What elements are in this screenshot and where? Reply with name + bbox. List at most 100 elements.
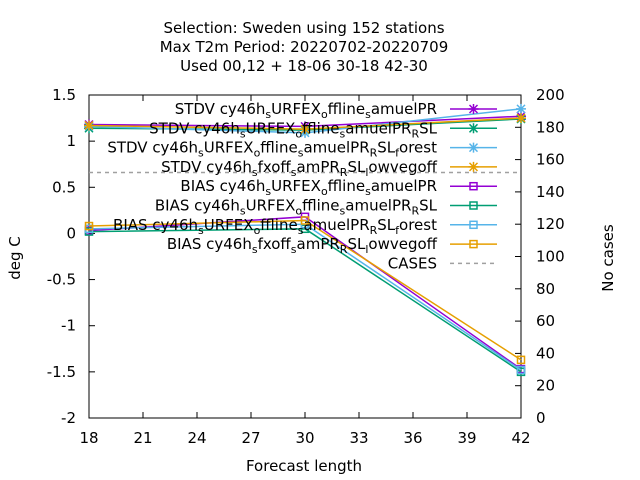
legend-label-text: ffline — [260, 139, 297, 157]
legend-label: BIAS cy46hsURFEXofflinesamuelPR — [180, 177, 437, 198]
legend-label-text: s — [365, 108, 371, 121]
legend-entry-7: BIAS cy46hsfxoffsamPRRSLlowvegoff — [167, 235, 497, 256]
legend-label: STDV cy46hsURFEXofflinesamuelPRRSLforest — [107, 139, 437, 160]
y2-tick-label: 60 — [536, 312, 555, 330]
legend-label-text: R — [370, 147, 378, 160]
legend-label-text: s — [291, 166, 297, 179]
legend-label-text: s — [240, 205, 246, 218]
series-line — [88, 228, 522, 373]
y2-tick-label: 120 — [536, 215, 565, 233]
legend-label-text: ffline — [328, 100, 365, 118]
legend-label-text: l — [365, 243, 368, 256]
legend-label-text: amuelPR — [303, 216, 369, 234]
x-tick-label: 30 — [295, 429, 314, 447]
y-tick-label: 0 — [66, 224, 76, 242]
legend-entry-0: STDV cy46hsURFEXofflinesamuelPR — [175, 100, 497, 121]
y2-tick-label: 140 — [536, 183, 565, 201]
legend-label-text: s — [340, 127, 346, 140]
legend-label-text: s — [252, 243, 258, 256]
axes: 18 21 24 27 30 33 36 39 42 1.5 1 0.5 0 -0.5 -1 -1.5 -2 20… — [47, 86, 565, 447]
legend-entry-5: BIAS cy46hsURFEXofflinesamuelPRRSL — [155, 197, 497, 218]
legend-entry-6: BIAS cy46hsURFEXofflinesamuelPRRSLforest — [113, 216, 497, 237]
legend-label-text: R — [370, 224, 378, 237]
legend-label-text: orest — [399, 139, 437, 157]
legend-label: BIAS cy46hsURFEXofflinesamuelPRRSL — [155, 197, 438, 218]
y2-axis-label: No cases — [599, 224, 617, 292]
legend-label-text: s — [291, 243, 297, 256]
legend-label-text: o — [254, 224, 261, 237]
y-tick-label: 1 — [66, 132, 76, 150]
x-tick-label: 24 — [187, 429, 206, 447]
legend-marker — [468, 161, 479, 172]
x-tick-label: 21 — [133, 429, 152, 447]
legend-label-text: BIAS cy46h — [155, 197, 240, 215]
y-tick-label: 0.5 — [52, 178, 76, 196]
legend-label: BIAS cy46hsURFEXofflinesamuelPRRSLforest — [113, 216, 437, 237]
data-point — [300, 224, 310, 234]
legend-label-text: amuelPR — [345, 119, 411, 137]
series-3 — [84, 113, 526, 135]
x-tick-label: 39 — [457, 429, 476, 447]
series-line — [88, 219, 522, 361]
data-point — [300, 216, 310, 225]
x-tick-label: 18 — [79, 429, 98, 447]
legend-label: STDV cy46hsURFEXofflinesamuelPRRSL — [149, 119, 437, 140]
legend-label-text: CASES — [388, 254, 437, 272]
series-layer — [84, 103, 526, 377]
legend-label-text: STDV cy46h — [175, 100, 266, 118]
legend-label-text: amuelPR — [345, 197, 411, 215]
legend-label-text: s — [198, 147, 204, 160]
legend-label-text: fxoff — [258, 158, 292, 176]
legend-label-text: R — [411, 127, 419, 140]
legend-label-text: R — [340, 166, 348, 179]
legend-label-text: URFEX — [204, 216, 254, 234]
legend-label-text: s — [298, 224, 304, 237]
y-tick-label: -2 — [61, 409, 76, 427]
title-line-1: Selection: Sweden using 152 stations — [163, 19, 444, 37]
legend-label-text: SL — [419, 119, 438, 137]
y2-tick-label: 20 — [536, 377, 555, 395]
legend-marker — [468, 142, 479, 153]
y-axis-label: deg C — [6, 236, 24, 280]
legend-label-text: s — [265, 185, 271, 198]
legend-marker — [468, 104, 479, 114]
legend-label-text: s — [298, 147, 304, 160]
x-tick-label: 36 — [403, 429, 422, 447]
y-tick-label: -0.5 — [47, 271, 76, 289]
legend-label-text: f — [395, 147, 400, 160]
data-point — [516, 103, 526, 114]
legend-label-text: o — [295, 205, 302, 218]
legend-label-text: owvegoff — [368, 158, 437, 176]
legend-label-text: s — [365, 185, 371, 198]
legend-label-text: l — [365, 166, 368, 179]
title-line-2: Max T2m Period: 20220702-20220709 — [160, 38, 449, 56]
y2-tick-label: 40 — [536, 344, 555, 362]
legend-label-text: SL — [377, 139, 396, 157]
x-axis-label: Forecast length — [246, 457, 362, 475]
data-point — [300, 124, 310, 135]
legend-label-text: URFEX — [271, 177, 321, 195]
y-tick-label: -1 — [61, 317, 76, 335]
legend-label-text: ffline — [302, 197, 339, 215]
legend-label-text: SL — [347, 158, 366, 176]
legend-label-text: STDV cy46h — [161, 158, 252, 176]
y2-tick-label: 0 — [536, 409, 546, 427]
x-tick-label: 27 — [241, 429, 260, 447]
legend-label-text: BIAS cy46h — [180, 177, 265, 195]
legend-label-text: SL — [419, 197, 438, 215]
y2-tick-label: 180 — [536, 118, 565, 136]
legend-label-text: amuelPR — [371, 177, 437, 195]
legend-entry-1: STDV cy46hsURFEXofflinesamuelPRRSL — [149, 119, 497, 140]
legend-label-text: orest — [399, 216, 437, 234]
legend-marker — [469, 181, 478, 191]
legend-label-text: o — [295, 127, 302, 140]
legend-label-text: amuelPR — [371, 100, 437, 118]
legend-label-text: o — [321, 108, 328, 121]
legend-label-text: s — [252, 166, 258, 179]
legend-label-text: amuelPR — [303, 139, 369, 157]
legend-label-text: SL — [347, 235, 366, 253]
legend-marker — [469, 201, 478, 210]
legend-label-text: amPR — [297, 235, 340, 253]
